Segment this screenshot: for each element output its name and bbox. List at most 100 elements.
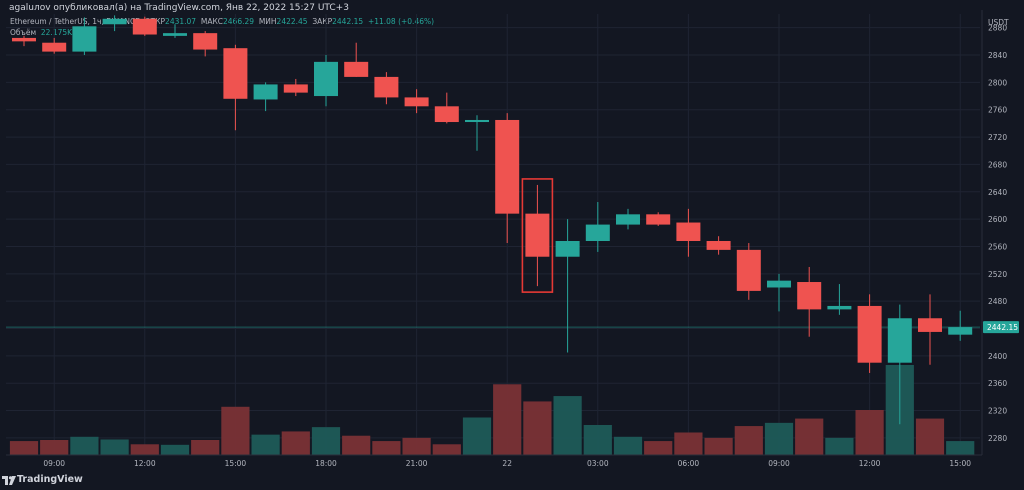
x-tick-label: 12:00 <box>859 459 881 468</box>
price-badge: 2442.15 <box>987 323 1018 332</box>
candle-body <box>948 327 973 335</box>
volume-bar <box>160 444 190 455</box>
volume-bar <box>915 418 945 455</box>
candle-body <box>585 224 610 241</box>
candlestick-chart[interactable]: 2880 2840 2800 2760 2720 2680 2640 2600 2560 2520… <box>0 0 1024 470</box>
volume-bar <box>946 441 975 455</box>
volume-bar <box>855 410 884 455</box>
y-tick-label: 2520 <box>988 270 1007 279</box>
y-tick-label: 2560 <box>988 242 1007 251</box>
candle-body <box>102 18 127 25</box>
y-tick-label: 2680 <box>988 160 1007 169</box>
y-tick-label: 2640 <box>988 188 1007 197</box>
candle-body <box>887 318 912 363</box>
volume-bar <box>825 437 854 455</box>
volume-bar <box>130 444 159 455</box>
candle-body <box>736 249 761 291</box>
candle-body <box>72 26 97 52</box>
volume-bar <box>795 418 824 455</box>
candle-body <box>283 84 308 93</box>
candle-body <box>646 214 671 225</box>
candle-body <box>132 18 157 35</box>
published-caption: agaluлоv опубликовал(а) на TradingView.c… <box>9 3 349 13</box>
high-label: МАКС <box>200 17 224 26</box>
x-tick-label: 12:00 <box>134 459 156 468</box>
volume-bar <box>462 417 492 455</box>
x-tick-label: 15:00 <box>225 459 247 468</box>
volume-bar <box>311 427 341 455</box>
x-tick-label: 06:00 <box>678 459 700 468</box>
candle-body <box>163 33 187 36</box>
volume-bar <box>40 440 69 455</box>
price-badge-bg <box>983 321 1019 334</box>
volume-bar <box>432 444 461 455</box>
volume-legend: Объём 22.175K <box>10 28 72 37</box>
tradingview-logo-text[interactable]: TradingView <box>17 474 83 485</box>
volume-bar <box>251 434 280 455</box>
volume-bar <box>704 437 733 455</box>
x-tick-label: 09:00 <box>43 459 65 468</box>
candle-body <box>12 37 36 42</box>
volume-bar <box>9 441 39 455</box>
close-label: ЗАКР <box>312 17 333 26</box>
y-tick-label: 2760 <box>988 106 1007 115</box>
candle-body <box>767 280 791 288</box>
candle-body <box>193 33 218 50</box>
volume-bar <box>402 437 431 455</box>
volume-bar <box>70 436 99 455</box>
candle-body <box>918 318 942 332</box>
volume-bar <box>523 401 552 455</box>
change-value: +11.08 (+0.46%) <box>367 17 435 26</box>
open-value: 2431.07 <box>165 17 197 26</box>
x-tick-label: 18:00 <box>315 459 337 468</box>
currency-badge[interactable]: USDT <box>988 18 1009 27</box>
candle-body <box>676 222 701 241</box>
candle-body <box>434 106 459 123</box>
high-value: 2466.29 <box>223 17 255 26</box>
candle-body <box>495 119 520 214</box>
y-tick-label: 2600 <box>988 215 1007 224</box>
highlight-rectangle <box>521 178 554 293</box>
volume-bar <box>644 441 673 455</box>
x-tick-label: 03:00 <box>587 459 609 468</box>
low-label: МИН <box>258 17 277 26</box>
candle-body <box>465 119 489 123</box>
y-tick-label: 2360 <box>988 379 1007 388</box>
candle-body <box>314 61 338 97</box>
candle-body <box>857 305 882 363</box>
candle-body <box>223 48 248 99</box>
x-tick-label: 21:00 <box>406 459 428 468</box>
volume-bar <box>734 426 763 455</box>
candle-body <box>404 97 429 107</box>
y-tick-label: 2400 <box>988 352 1007 361</box>
candle-body <box>525 213 550 257</box>
candle-body <box>827 305 852 310</box>
candle-body <box>555 240 580 257</box>
candle-body <box>706 240 731 250</box>
volume-bar <box>613 436 643 455</box>
y-tick-label: 2480 <box>988 297 1007 306</box>
x-tick-label: 09:00 <box>768 459 790 468</box>
candle-body <box>797 282 822 310</box>
volume-bar <box>583 425 612 455</box>
candle-body <box>253 84 278 100</box>
volume-bar <box>191 440 220 455</box>
volume-bar <box>674 432 703 455</box>
symbol-name[interactable]: Ethereum / TetherUS, 1ч, BINANCE <box>10 17 140 26</box>
x-tick-label: 15:00 <box>949 459 971 468</box>
volume-bar <box>493 384 522 455</box>
volume-bar <box>100 439 129 455</box>
tradingview-logo-icon[interactable] <box>2 476 16 486</box>
y-tick-label: 2800 <box>988 78 1007 87</box>
close-value: 2442.15 <box>332 17 364 26</box>
volume-label[interactable]: Объём <box>10 28 37 37</box>
candle-body <box>42 42 67 52</box>
y-tick-label: 2840 <box>988 51 1007 60</box>
candle-body <box>616 214 640 225</box>
volume-bar <box>764 422 794 455</box>
volume-bar <box>221 406 250 455</box>
candle-body <box>374 76 399 98</box>
low-value: 2422.45 <box>276 17 308 26</box>
volume-bar <box>342 435 371 455</box>
